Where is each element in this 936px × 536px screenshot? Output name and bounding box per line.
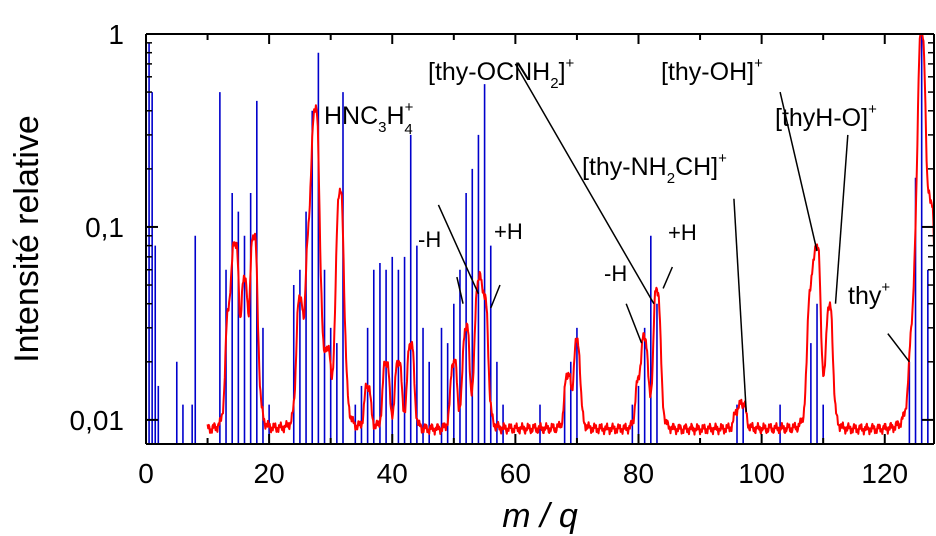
annotation-8: -H <box>604 261 627 286</box>
annotation-2: [thy-OH]+ <box>661 55 763 86</box>
annotations: HNC3H+ 4 [thy-OCNH2]+ [thy-OH]+ [thyH-O]+ [th… <box>324 55 890 310</box>
tick-labels: 0 20 40 60 80 100 120 0,01 0,1 1 <box>70 19 909 489</box>
x-axis-title: m / q <box>502 497 578 535</box>
leader-9 <box>887 333 910 363</box>
y-axis-title: Intensité relative <box>8 115 46 363</box>
series-blue-sticks <box>148 34 929 444</box>
leader-7 <box>779 91 818 252</box>
y-tick-label-1: 0,1 <box>85 212 124 243</box>
annotation-3: [thyH-O]+ <box>775 101 877 132</box>
leader-6 <box>733 198 747 412</box>
y-tick-label-2: 1 <box>108 19 124 50</box>
leader-4 <box>625 303 643 344</box>
leader-8 <box>834 134 849 304</box>
x-tick-label-80: 80 <box>623 458 654 489</box>
leader-1 <box>456 276 464 304</box>
leader-5 <box>662 266 674 289</box>
annotation-0: HNC3H+ 4 <box>324 99 414 138</box>
series-red-line <box>206 34 934 436</box>
axes-frame <box>145 33 935 445</box>
annotation-6: -H <box>418 227 441 252</box>
annotation-7: +H <box>494 219 523 244</box>
x-tick-label-20: 20 <box>254 458 285 489</box>
x-tick-label-60: 60 <box>500 458 531 489</box>
annotation-9: +H <box>668 220 697 245</box>
x-tick-label-120: 120 <box>861 458 908 489</box>
x-tick-label-100: 100 <box>738 458 785 489</box>
annotation-5: thy+ <box>848 279 890 310</box>
leader-2 <box>490 284 501 309</box>
leader-3 <box>514 63 655 305</box>
annotation-leaders <box>437 63 910 412</box>
axis-ticks <box>145 33 934 444</box>
x-tick-label-40: 40 <box>377 458 408 489</box>
annotation-1: [thy-OCNH2]+ <box>428 55 575 92</box>
annotation-4: [thy-NH2CH]+ <box>582 150 727 187</box>
y-tick-label-0: 0,01 <box>70 405 125 436</box>
x-tick-label-0: 0 <box>138 458 154 489</box>
red-line <box>206 34 934 436</box>
leader-0 <box>437 204 480 295</box>
